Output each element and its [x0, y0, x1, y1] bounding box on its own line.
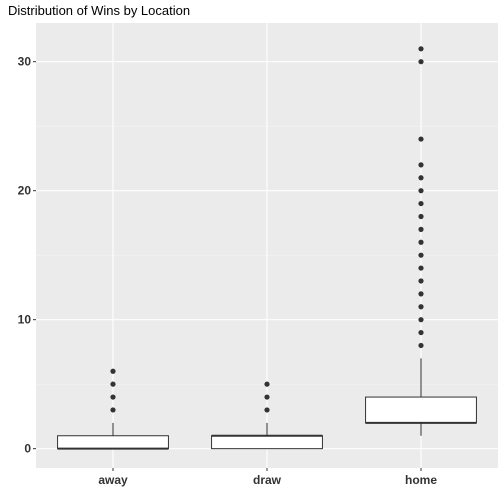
outlier-point — [418, 59, 424, 65]
outlier-point — [418, 342, 424, 349]
y-tick-label: 10 — [18, 313, 32, 327]
outlier-point — [418, 188, 424, 194]
outlier-point — [418, 252, 424, 258]
outlier-point — [418, 162, 424, 168]
chart-title: Distribution of Wins by Location — [8, 3, 190, 18]
outlier-point — [110, 381, 116, 387]
boxplot-draw — [211, 381, 323, 450]
x-tick-label: away — [98, 473, 128, 487]
outlier-point — [418, 175, 424, 181]
outlier-point — [264, 394, 270, 400]
y-tick-label: 30 — [18, 55, 32, 69]
outlier-point — [418, 239, 424, 245]
outlier-point — [418, 265, 424, 271]
outlier-point — [418, 200, 424, 207]
outlier-point — [264, 381, 270, 387]
x-tick-label: home — [405, 473, 437, 487]
outlier-point — [418, 329, 424, 336]
outlier-point — [418, 136, 424, 142]
outlier-point — [418, 278, 424, 284]
outlier-point — [418, 317, 424, 323]
outlier-point — [418, 304, 424, 310]
y-tick-label: 0 — [24, 442, 31, 456]
boxplot-home — [365, 46, 477, 436]
box — [365, 396, 477, 424]
x-axis: away draw home — [98, 468, 437, 487]
outlier-point — [418, 291, 424, 297]
box — [57, 435, 169, 450]
boxplot-away — [57, 368, 169, 450]
outlier-point — [110, 368, 116, 374]
outlier-point — [110, 394, 116, 400]
y-tick-label: 20 — [18, 184, 32, 198]
outlier-point — [110, 407, 116, 413]
outlier-point — [418, 213, 424, 220]
y-axis: 0 10 20 30 — [18, 55, 36, 456]
outlier-point — [418, 226, 424, 232]
box — [211, 435, 323, 450]
x-tick-label: draw — [253, 473, 282, 487]
outlier-point — [418, 46, 424, 52]
outlier-point — [264, 407, 270, 413]
boxplots — [57, 46, 477, 450]
